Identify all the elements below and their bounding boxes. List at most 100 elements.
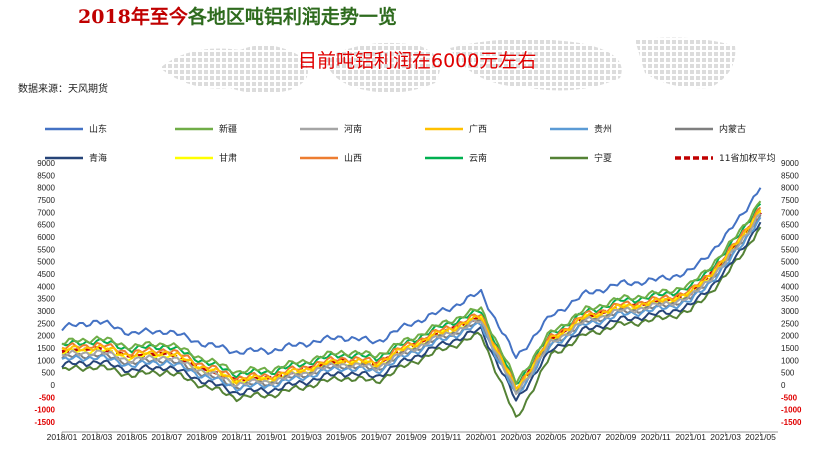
x-tick-label: 2020/07: [571, 432, 602, 442]
x-tick-label: 2021/03: [710, 432, 741, 442]
x-tick-label: 2019/07: [361, 432, 392, 442]
y-tick-label-right: 8500: [781, 171, 799, 180]
series-line: [61, 209, 762, 390]
y-tick-label-left: 6500: [37, 221, 55, 230]
title-green-part: 各地区吨铝利润走势一览: [187, 6, 397, 28]
x-tick-label: 2018/03: [82, 432, 113, 442]
y-tick-label-right: 7500: [781, 196, 799, 205]
y-tick-label-right: 5500: [781, 245, 799, 254]
legend-label: 云南: [469, 152, 487, 164]
y-tick-label-left: 0: [51, 381, 56, 390]
y-tick-label-left: 7000: [37, 208, 55, 217]
y-tick-label-right: 3500: [781, 295, 799, 304]
series-line: [61, 211, 762, 393]
y-tick-label-left: 2000: [37, 332, 55, 341]
y-tick-label-right: 9000: [781, 159, 799, 168]
y-tick-label-left: 3000: [37, 307, 55, 316]
legend-label: 河南: [344, 123, 362, 135]
y-tick-label-left: 7500: [37, 196, 55, 205]
y-tick-label-left: 4000: [37, 282, 55, 291]
legend-item: 新疆: [175, 123, 237, 135]
y-tick-label-left: 6000: [37, 233, 55, 242]
chart-series: [61, 187, 762, 418]
y-tick-label-right: -1000: [781, 406, 802, 415]
legend-label: 广西: [469, 123, 487, 135]
legend-item: 山东: [45, 123, 107, 135]
y-tick-label-left: 5000: [37, 258, 55, 267]
legend-label: 宁夏: [594, 152, 612, 164]
chart-subtitle: 目前吨铝利润在6000元左右: [298, 50, 537, 72]
x-tick-label: 2020/09: [605, 432, 636, 442]
y-tick-label-right: 2000: [781, 332, 799, 341]
legend-item: 云南: [425, 152, 487, 164]
y-tick-label-left: 9000: [37, 159, 55, 168]
x-tick-label: 2020/03: [501, 432, 532, 442]
x-tick-label: 2020/01: [466, 432, 497, 442]
x-tick-label: 2019/05: [326, 432, 357, 442]
y-tick-label-left: 1500: [37, 344, 55, 353]
y-tick-label-right: 3000: [781, 307, 799, 316]
series-line: [61, 221, 762, 402]
y-tick-label-right: -1500: [781, 418, 802, 427]
chart-axes: -1500 -1500 -1000 -1000 -500 -500 0 0 500 500 1000…: [35, 159, 802, 442]
series-line: [61, 212, 762, 396]
y-tick-label-right: 7000: [781, 208, 799, 217]
y-tick-label-left: 1000: [37, 356, 55, 365]
x-tick-label: 2021/01: [675, 432, 706, 442]
x-tick-label: 2018/07: [151, 432, 182, 442]
y-tick-label-right: 0: [781, 381, 786, 390]
legend-item: 甘肃: [175, 152, 237, 164]
title-red-part: 2018年至今: [78, 6, 188, 28]
y-tick-label-left: -1000: [35, 406, 56, 415]
legend-item: 青海: [45, 152, 107, 164]
data-source: 数据来源：天风期货: [18, 84, 108, 95]
y-tick-label-right: 5000: [781, 258, 799, 267]
legend-label: 内蒙古: [719, 123, 746, 135]
legend-item: 河南: [300, 123, 362, 135]
x-tick-label: 2018/01: [47, 432, 78, 442]
legend-label: 11省加权平均: [719, 152, 775, 164]
y-tick-label-left: 4500: [37, 270, 55, 279]
x-tick-label: 2019/09: [396, 432, 427, 442]
x-tick-label: 2021/05: [745, 432, 776, 442]
legend-label: 青海: [89, 152, 107, 164]
legend-item: 宁夏: [550, 152, 612, 164]
x-tick-label: 2019/03: [291, 432, 322, 442]
x-tick-label: 2018/11: [222, 432, 252, 442]
series-line: [61, 200, 762, 385]
y-tick-label-right: 2500: [781, 319, 799, 328]
legend-item: 广西: [425, 123, 487, 135]
x-tick-label: 2019/11: [431, 432, 461, 442]
y-tick-label-left: 500: [42, 369, 56, 378]
x-tick-label: 2018/05: [116, 432, 147, 442]
y-tick-label-left: 5500: [37, 245, 55, 254]
x-tick-label: 2020/11: [641, 432, 671, 442]
x-tick-label: 2020/05: [536, 432, 567, 442]
legend-label: 新疆: [219, 123, 237, 135]
y-tick-label-left: 8500: [37, 171, 55, 180]
legend-label: 山东: [89, 123, 107, 135]
y-tick-label-right: 1000: [781, 356, 799, 365]
series-line: [61, 216, 762, 395]
series-line: [61, 226, 762, 418]
series-line: [61, 187, 762, 359]
y-tick-label-right: 1500: [781, 344, 799, 353]
y-tick-label-left: 3500: [37, 295, 55, 304]
legend-item: 山西: [300, 153, 362, 164]
chart-title: 2018年至今各地区吨铝利润走势一览: [78, 2, 397, 29]
y-tick-label-right: 4000: [781, 282, 799, 291]
legend-label: 山西: [344, 153, 362, 164]
y-tick-label-left: 2500: [37, 319, 55, 328]
x-tick-label: 2018/09: [186, 432, 217, 442]
y-tick-label-right: 6500: [781, 221, 799, 230]
y-tick-label-right: 6000: [781, 233, 799, 242]
y-tick-label-left: 8000: [37, 184, 55, 193]
legend-item: 11省加权平均: [675, 152, 775, 164]
x-tick-label: 2019/01: [256, 432, 287, 442]
y-tick-label-right: 8000: [781, 184, 799, 193]
legend-item: 内蒙古: [675, 123, 746, 135]
y-tick-label-right: -500: [781, 393, 798, 402]
legend-label: 贵州: [594, 123, 612, 135]
y-tick-label-left: -500: [39, 393, 56, 402]
